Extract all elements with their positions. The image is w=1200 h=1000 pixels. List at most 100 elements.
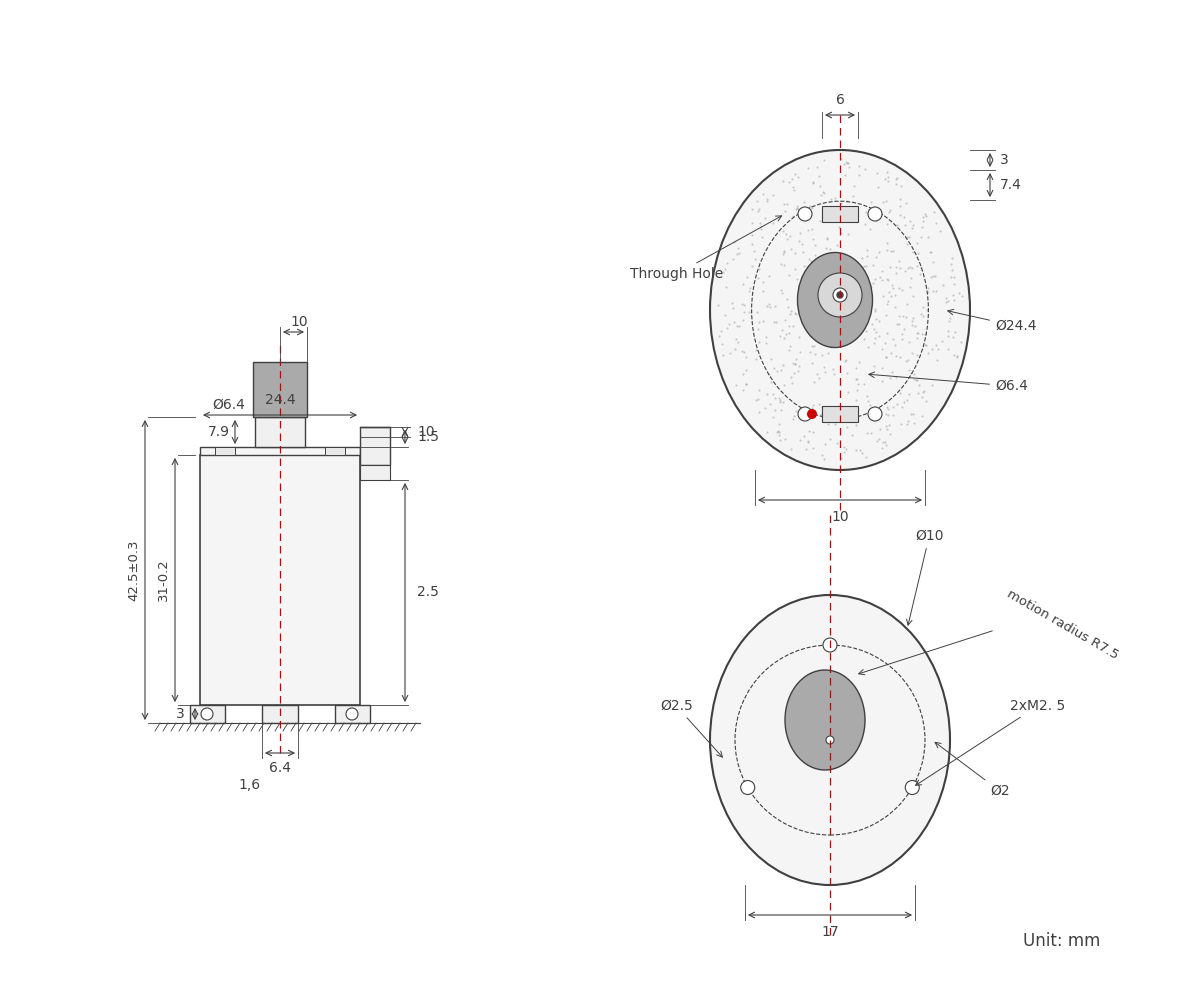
Point xyxy=(836,441,856,457)
Point xyxy=(902,220,922,236)
Point xyxy=(839,155,858,171)
Point xyxy=(803,200,822,216)
Point xyxy=(779,174,798,190)
Point xyxy=(712,323,731,339)
Point xyxy=(877,216,896,232)
Point xyxy=(842,427,862,443)
Point xyxy=(906,372,925,388)
Point xyxy=(882,243,901,259)
Point xyxy=(787,198,806,214)
Bar xyxy=(360,427,390,465)
Point xyxy=(900,279,919,295)
Circle shape xyxy=(798,207,812,221)
Point xyxy=(925,204,944,220)
Point xyxy=(781,441,800,457)
Point xyxy=(828,435,847,451)
Point xyxy=(896,195,916,211)
Point xyxy=(754,186,773,202)
Point xyxy=(709,297,728,313)
Point xyxy=(894,308,913,324)
Point xyxy=(856,449,875,465)
Text: 24.4: 24.4 xyxy=(265,393,295,407)
Point xyxy=(877,242,896,258)
Point xyxy=(804,231,823,247)
Point xyxy=(882,364,901,380)
Point xyxy=(824,326,844,342)
Point xyxy=(775,196,794,212)
Point xyxy=(901,270,920,286)
Point xyxy=(893,326,912,342)
Point xyxy=(828,249,847,265)
Point xyxy=(799,251,818,267)
Point xyxy=(900,386,919,402)
Point xyxy=(842,207,862,223)
Point xyxy=(874,194,893,210)
Point xyxy=(846,442,865,458)
Point xyxy=(800,344,820,360)
Point xyxy=(778,291,797,307)
Point xyxy=(817,399,836,415)
Point xyxy=(926,215,946,231)
Point xyxy=(805,374,824,390)
Point xyxy=(839,309,858,325)
Point xyxy=(829,325,848,341)
Point xyxy=(782,411,802,427)
Point xyxy=(944,269,964,285)
Point xyxy=(890,260,910,276)
Circle shape xyxy=(868,407,882,421)
Point xyxy=(888,170,907,186)
Point xyxy=(733,382,752,398)
Point xyxy=(830,245,850,261)
Point xyxy=(847,382,866,398)
Point xyxy=(916,326,935,342)
Point xyxy=(718,255,737,271)
Point xyxy=(922,341,941,357)
Point xyxy=(926,283,946,299)
Point xyxy=(923,268,942,284)
Point xyxy=(758,424,778,440)
Point xyxy=(850,442,869,458)
Point xyxy=(782,171,802,187)
Point xyxy=(857,425,876,441)
Point xyxy=(936,294,955,310)
Point xyxy=(822,339,841,355)
Point xyxy=(918,284,937,300)
Point xyxy=(854,258,874,274)
Point xyxy=(820,267,839,283)
Point xyxy=(721,345,740,361)
Point xyxy=(862,279,881,295)
Point xyxy=(787,271,806,287)
Point xyxy=(790,233,809,249)
Point xyxy=(798,433,817,449)
Point xyxy=(844,308,863,324)
Point xyxy=(780,267,799,283)
Point xyxy=(749,203,768,219)
Point xyxy=(852,273,871,289)
Point xyxy=(718,320,737,336)
Point xyxy=(905,371,924,387)
Point xyxy=(895,263,914,279)
Text: 3: 3 xyxy=(1000,153,1009,167)
Point xyxy=(904,288,923,304)
Point xyxy=(763,187,782,203)
Point xyxy=(880,417,899,433)
Point xyxy=(846,360,865,376)
Point xyxy=(844,315,863,331)
Point xyxy=(805,346,824,362)
Point xyxy=(901,213,920,229)
Point xyxy=(886,299,905,315)
Point xyxy=(794,428,814,444)
Point xyxy=(746,251,766,267)
Text: 1,6: 1,6 xyxy=(239,778,262,792)
Point xyxy=(790,432,809,448)
Point xyxy=(757,193,776,209)
Point xyxy=(902,313,922,329)
Point xyxy=(829,219,848,235)
Text: 10: 10 xyxy=(832,510,848,524)
Point xyxy=(860,281,880,297)
Point xyxy=(854,331,874,347)
Point xyxy=(821,313,840,329)
Ellipse shape xyxy=(710,150,970,470)
Point xyxy=(810,178,829,194)
Point xyxy=(876,307,895,323)
